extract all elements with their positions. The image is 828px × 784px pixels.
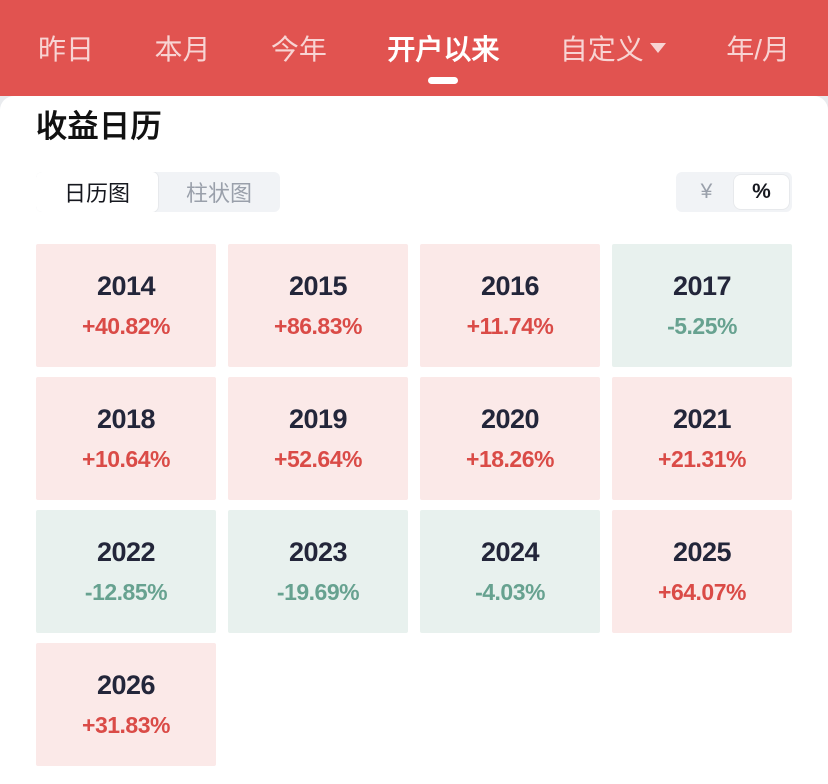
return-value: +86.83% <box>274 313 362 339</box>
year-cell-2014[interactable]: 2014 +40.82% <box>36 244 216 367</box>
period-tab-bar: 昨日 本月 今年 开户以来 自定义 年/月 <box>0 0 828 96</box>
active-tab-indicator <box>428 77 459 84</box>
return-value: +18.26% <box>466 446 554 472</box>
year-label: 2022 <box>96 537 156 567</box>
year-cell-2026[interactable]: 2026 +31.83% <box>36 643 216 766</box>
nav-tab-label: 年/月 <box>726 34 790 65</box>
year-label: 2019 <box>288 404 348 434</box>
year-cell-2021[interactable]: 2021 +21.31% <box>612 377 792 500</box>
return-value: +52.64% <box>274 446 362 472</box>
view-toggle-calendar[interactable]: 日历图 <box>36 172 158 212</box>
page-title: 收益日历 <box>36 109 162 144</box>
year-label: 2014 <box>96 271 156 301</box>
year-label: 2018 <box>96 404 156 434</box>
year-label: 2024 <box>480 537 540 567</box>
return-value: +11.74% <box>466 313 554 339</box>
return-value: +31.83% <box>82 712 170 738</box>
unit-toggle-percent[interactable]: % <box>734 175 789 209</box>
return-value: -12.85% <box>84 579 168 605</box>
year-cell-2023[interactable]: 2023 -19.69% <box>228 510 408 633</box>
year-cell-2016[interactable]: 2016 +11.74% <box>420 244 600 367</box>
year-label: 2020 <box>480 404 540 434</box>
nav-tab-year-month[interactable]: 年/月 <box>726 0 790 96</box>
year-label: 2017 <box>672 271 732 301</box>
year-cell-2022[interactable]: 2022 -12.85% <box>36 510 216 633</box>
nav-tab-yesterday[interactable]: 昨日 <box>38 0 94 96</box>
year-label: 2015 <box>288 271 348 301</box>
year-return-grid: 2014 +40.82% 2015 +86.83% 2016 +11.74% 2… <box>36 244 792 766</box>
nav-tab-label: 今年 <box>270 34 327 65</box>
year-cell-2019[interactable]: 2019 +52.64% <box>228 377 408 500</box>
return-value: +10.64% <box>82 446 170 472</box>
year-cell-2025[interactable]: 2025 +64.07% <box>612 510 792 633</box>
year-cell-2017[interactable]: 2017 -5.25% <box>612 244 792 367</box>
nav-tab-label: 自定义 <box>559 34 644 65</box>
return-value: -4.03% <box>475 579 545 605</box>
return-value: -5.25% <box>667 313 737 339</box>
nav-tab-since-inception[interactable]: 开户以来 <box>387 0 499 96</box>
view-toggle-bar[interactable]: 柱状图 <box>185 181 252 206</box>
return-value: +21.31% <box>658 446 746 472</box>
return-value: +64.07% <box>658 579 746 605</box>
return-value: +40.82% <box>82 313 170 339</box>
nav-tab-label: 本月 <box>154 34 211 65</box>
nav-tab-custom[interactable]: 自定义 <box>560 0 666 96</box>
nav-tab-label: 开户以来 <box>387 34 500 65</box>
year-label: 2016 <box>480 271 540 301</box>
nav-tab-this-month[interactable]: 本月 <box>154 0 210 96</box>
year-cell-2024[interactable]: 2024 -4.03% <box>420 510 600 633</box>
unit-toggle: ¥ % <box>676 172 792 212</box>
view-mode-toggle: 日历图 柱状图 <box>36 172 280 212</box>
year-label: 2025 <box>672 537 732 567</box>
year-label: 2026 <box>96 670 156 700</box>
unit-toggle-yuan[interactable]: ¥ <box>700 180 713 203</box>
chevron-down-icon <box>649 43 666 53</box>
controls-row: 日历图 柱状图 ¥ % <box>36 172 792 212</box>
return-value: -19.69% <box>276 579 360 605</box>
year-cell-2015[interactable]: 2015 +86.83% <box>228 244 408 367</box>
year-label: 2023 <box>288 537 348 567</box>
nav-tab-label: 昨日 <box>38 34 95 65</box>
year-cell-2018[interactable]: 2018 +10.64% <box>36 377 216 500</box>
year-label: 2021 <box>672 404 732 434</box>
nav-tab-this-year[interactable]: 今年 <box>271 0 327 96</box>
content-sheet: 收益日历 日历图 柱状图 ¥ % 2014 +40.82% 2015 +86.8… <box>0 96 828 784</box>
year-cell-2020[interactable]: 2020 +18.26% <box>420 377 600 500</box>
